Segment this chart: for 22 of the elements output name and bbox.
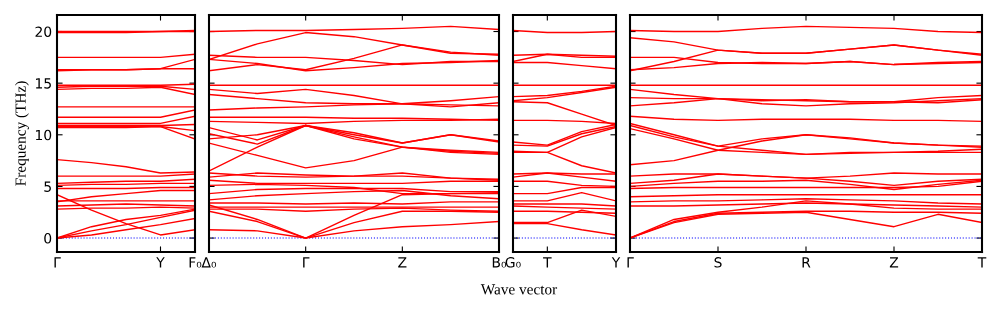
x-tick-label: Γ (627, 257, 634, 268)
x-tick-label: Γ (303, 257, 310, 268)
x-tick-label: Z (398, 257, 407, 268)
y-tick-label: 20 (35, 26, 52, 37)
y-tick-label: 15 (35, 78, 51, 89)
x-tick-label: T (977, 257, 987, 268)
x-axis-title: Wave vector (480, 284, 558, 295)
x-tick-label: G₀ (505, 257, 521, 268)
x-tick-label: Δ₀ (201, 257, 217, 268)
x-tick-label: Y (156, 257, 165, 268)
x-tick-label: B₀ (492, 257, 507, 268)
y-axis-title: Frequency (THz) (15, 81, 29, 186)
y-tick-label: 0 (44, 233, 52, 244)
x-tick-label: Γ (54, 257, 61, 268)
x-tick-label: F₀ (189, 257, 202, 268)
x-tick-label: S (714, 257, 722, 268)
y-tick-label: 5 (44, 181, 51, 192)
y-tick-label: 10 (35, 129, 52, 141)
x-tick-label: Z (889, 257, 899, 268)
x-tick-label: T (543, 257, 552, 268)
x-tick-label: R (802, 257, 811, 268)
x-tick-label: Y (611, 257, 621, 268)
